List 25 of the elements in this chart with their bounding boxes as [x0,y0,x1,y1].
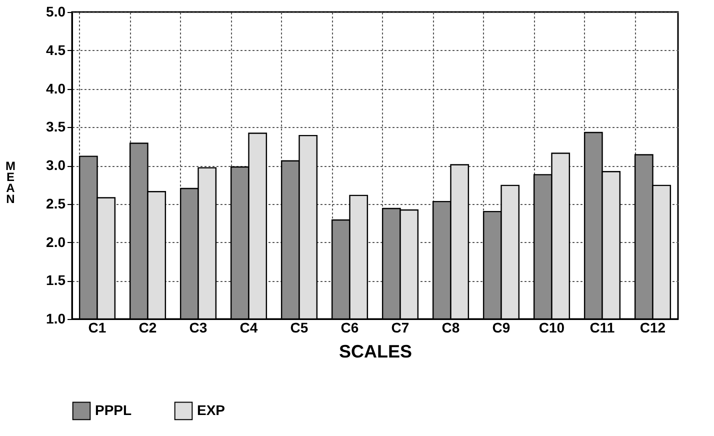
x-tick-label: C6 [340,320,359,336]
y-tick-label: 4.0 [46,80,66,96]
legend-label: EXP [197,402,226,418]
x-axis-title: SCALES [338,342,412,362]
legend-label: PPPL [95,402,132,418]
x-tick-label: C10 [538,320,565,336]
y-tick-label: 3.0 [46,157,66,173]
x-tick-label: C4 [240,320,258,336]
x-tick-label: C11 [590,320,615,336]
y-tick-label: 1.0 [46,310,66,326]
x-tick-label: C1 [88,320,106,336]
y-tick-label: 4.5 [46,42,66,58]
x-tick-label: C9 [492,320,510,336]
y-tick-label: 3.5 [46,118,66,135]
x-tick-label: C2 [138,320,157,336]
x-tick-label: C12 [640,320,666,336]
x-tick-label: C7 [391,320,410,336]
x-tick-label: C5 [290,320,308,336]
y-tick-label: 1.5 [46,272,66,288]
x-tick-label: C3 [189,320,208,336]
y-tick-label: 5.0 [46,4,66,20]
y-tick-label: 2.0 [46,234,66,250]
y-tick-label: 2.5 [46,195,66,212]
x-tick-label: C8 [442,320,460,336]
y-axis-title: MEAN [6,159,16,206]
